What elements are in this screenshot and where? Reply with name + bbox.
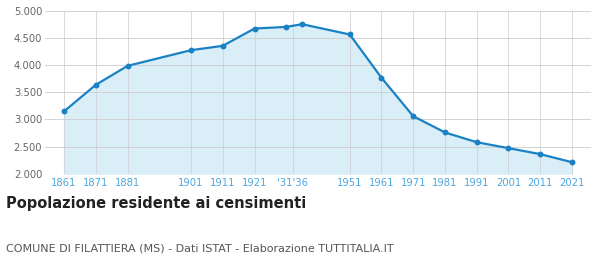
Point <box>345 32 355 37</box>
Point <box>503 146 513 150</box>
Point <box>281 25 291 29</box>
Point <box>409 114 418 118</box>
Point <box>298 22 307 26</box>
Text: COMUNE DI FILATTIERA (MS) - Dati ISTAT - Elaborazione TUTTITALIA.IT: COMUNE DI FILATTIERA (MS) - Dati ISTAT -… <box>6 244 394 254</box>
Text: Popolazione residente ai censimenti: Popolazione residente ai censimenti <box>6 196 306 211</box>
Point <box>218 44 227 48</box>
Point <box>59 109 69 114</box>
Point <box>567 160 577 164</box>
Point <box>440 130 450 135</box>
Point <box>123 64 133 68</box>
Point <box>250 26 259 31</box>
Point <box>186 48 196 52</box>
Point <box>91 83 101 87</box>
Point <box>472 140 482 144</box>
Point <box>377 76 386 80</box>
Point <box>535 152 545 156</box>
